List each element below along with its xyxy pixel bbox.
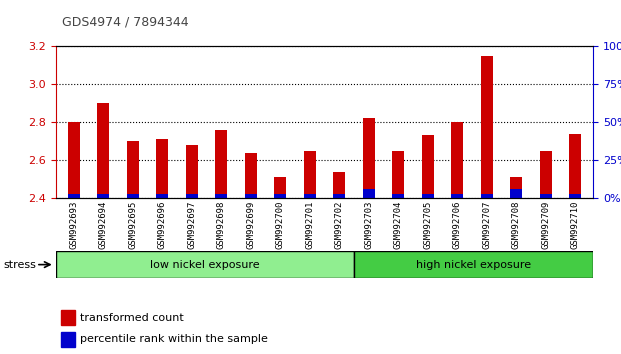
Text: GSM992695: GSM992695 [128,201,137,249]
Text: percentile rank within the sample: percentile rank within the sample [80,335,268,344]
Text: high nickel exposure: high nickel exposure [416,259,531,270]
Bar [392,194,404,198]
Text: GSM992701: GSM992701 [305,201,314,249]
Text: GDS4974 / 7894344: GDS4974 / 7894344 [62,16,189,29]
Bar [392,151,404,198]
Bar [363,118,374,198]
Bar [363,189,374,198]
Text: stress: stress [3,260,36,270]
Text: GSM992710: GSM992710 [571,201,580,249]
Text: GSM992702: GSM992702 [335,201,344,249]
Bar [451,194,463,198]
Text: transformed count: transformed count [80,313,184,323]
Bar [215,130,227,198]
Bar [510,177,522,198]
Text: GSM992707: GSM992707 [483,201,491,249]
Bar [274,177,286,198]
Bar [156,139,168,198]
Bar [569,194,581,198]
Bar [61,310,75,325]
Bar [355,251,593,278]
Text: GSM992697: GSM992697 [187,201,196,249]
Bar [422,194,433,198]
Text: GSM992709: GSM992709 [542,201,550,249]
Text: GSM992706: GSM992706 [453,201,462,249]
Text: GSM992694: GSM992694 [99,201,107,249]
Bar [97,194,109,198]
Text: GSM992708: GSM992708 [512,201,521,249]
Bar [451,122,463,198]
Bar [481,194,492,198]
Text: GSM992698: GSM992698 [217,201,225,249]
Bar [274,194,286,198]
Bar [510,189,522,198]
Text: GSM992699: GSM992699 [246,201,255,249]
Bar [540,151,551,198]
Bar [422,136,433,198]
Bar [304,151,315,198]
Bar [481,56,492,198]
Bar [156,194,168,198]
Text: GSM992700: GSM992700 [276,201,284,249]
Bar [68,122,79,198]
Text: GSM992705: GSM992705 [424,201,432,249]
Bar [186,145,197,198]
Bar [245,194,256,198]
Text: GSM992696: GSM992696 [158,201,166,249]
Bar [569,133,581,198]
Text: GSM992704: GSM992704 [394,201,403,249]
Bar [333,172,345,198]
Bar [245,153,256,198]
Text: GSM992703: GSM992703 [365,201,373,249]
Bar [68,194,79,198]
Text: GSM992693: GSM992693 [69,201,78,249]
Bar [540,194,551,198]
Bar [97,103,109,198]
Bar [127,141,138,198]
Bar [61,332,75,347]
Bar [56,251,355,278]
Text: low nickel exposure: low nickel exposure [150,259,260,270]
Bar [186,194,197,198]
Bar [215,194,227,198]
Bar [127,194,138,198]
Bar [304,194,315,198]
Bar [333,194,345,198]
